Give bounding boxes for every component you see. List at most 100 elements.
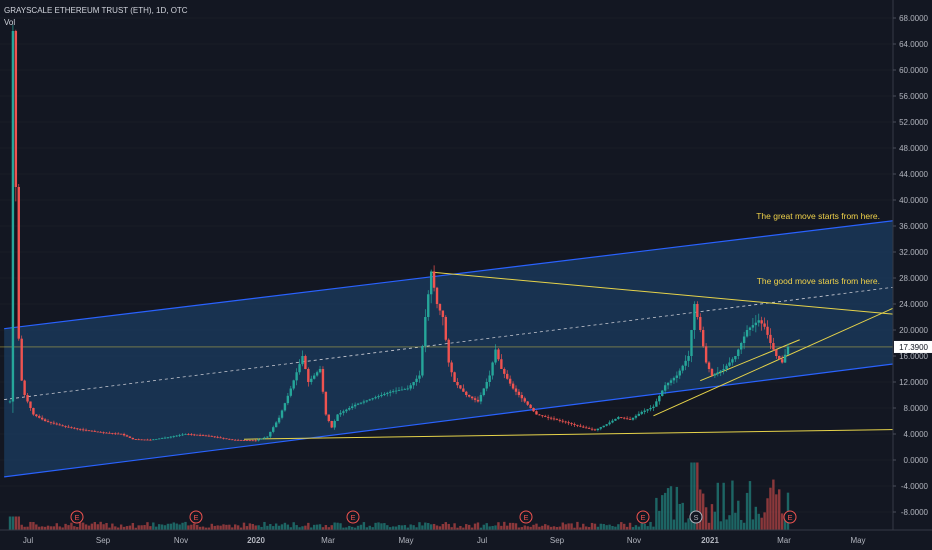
volume-bar: [418, 522, 421, 530]
candle-body: [716, 372, 720, 374]
annotation-good-move: The good move starts from here.: [757, 276, 880, 286]
candle-body: [704, 346, 708, 363]
candle-body: [76, 428, 79, 430]
volume-bar: [190, 524, 193, 530]
candle-body: [146, 439, 149, 441]
candle-body: [87, 430, 91, 432]
volume-bar: [467, 524, 471, 530]
volume-bar: [389, 527, 392, 530]
volume-bar: [286, 524, 290, 530]
volume-bar: [462, 527, 465, 530]
volume-bar: [605, 525, 608, 530]
candlestick-series: [8, 24, 790, 442]
candle-body: [429, 271, 433, 295]
candle-body: [532, 408, 535, 412]
volume-bar: [731, 480, 734, 530]
volume-bar: [289, 527, 292, 530]
volume-bar: [67, 525, 70, 530]
candle-body: [424, 317, 427, 347]
y-axis[interactable]: 68.0000 64.0000 60.0000 56.0000 52.0000 48.00…: [892, 0, 932, 550]
volume-label: Vol: [4, 18, 16, 27]
y-tick-label: 48.0000: [899, 144, 928, 153]
volume-bar: [734, 512, 737, 530]
volume-bar: [511, 522, 515, 530]
candle-body: [453, 372, 456, 382]
volume-bar: [64, 523, 67, 530]
candle-body: [201, 435, 205, 437]
candle-body: [631, 417, 635, 420]
volume-bar: [20, 524, 23, 530]
volume-bar: [181, 522, 184, 530]
volume-bar: [775, 494, 778, 530]
volume-bar: [157, 524, 161, 530]
candle-body: [470, 396, 474, 399]
candle-body: [93, 431, 97, 432]
volume-bar: [140, 525, 143, 530]
volume-bar: [429, 524, 433, 530]
candle-body: [40, 417, 44, 420]
volume-bar: [102, 524, 105, 530]
candle-body: [280, 410, 284, 418]
volume-bar: [611, 525, 614, 530]
volume-bar: [76, 526, 79, 530]
candle-body: [17, 187, 20, 339]
volume-bar: [435, 525, 439, 530]
volume-bar: [710, 504, 714, 530]
candle-body: [269, 431, 272, 437]
x-tick-label: Mar: [777, 536, 791, 545]
event-marker-circle: [636, 510, 650, 524]
candle-body: [690, 330, 693, 356]
candle-body: [511, 383, 515, 389]
y-tick-label: 32.0000: [899, 248, 928, 257]
candle-body: [117, 433, 120, 435]
event-marker-circle: [519, 510, 533, 524]
x-tick-label: Nov: [627, 536, 641, 545]
volume-bar: [722, 482, 725, 530]
candle-body: [620, 417, 623, 418]
volume-bar: [783, 517, 787, 530]
candle-body: [99, 431, 102, 433]
candle-body: [663, 385, 667, 391]
candle-body: [646, 409, 649, 411]
y-tick-label: 20.0000: [899, 326, 928, 335]
volume-bar: [725, 519, 728, 530]
candle-body: [152, 439, 155, 441]
last-price-marker: 17.3900: [894, 340, 932, 353]
y-tick-label: 44.0000: [899, 170, 928, 179]
candle-body: [400, 389, 404, 391]
candle-body: [380, 395, 383, 397]
volume-bar: [427, 523, 430, 530]
volume-bar: [380, 523, 383, 530]
candle-body: [625, 418, 629, 420]
volume-bar: [602, 524, 605, 530]
volume-bar: [473, 523, 477, 530]
y-tick-label: 56.0000: [899, 92, 928, 101]
volume-bar: [301, 526, 304, 530]
volume-bar: [280, 524, 284, 530]
volume-bar: [99, 521, 102, 530]
split-event-marker: S: [693, 513, 698, 522]
candle-body: [111, 433, 114, 434]
candle-body: [181, 434, 184, 436]
candle-body: [678, 370, 681, 376]
candle-body: [763, 323, 766, 327]
candle-body: [555, 419, 559, 421]
volume-bar: [456, 527, 459, 530]
x-axis[interactable]: Jul Sep Nov 2020 Mar May Jul Sep Nov 2021 Mar May: [0, 529, 932, 550]
candle-body: [304, 356, 307, 369]
volume-bar: [146, 522, 149, 530]
candle-body: [283, 403, 287, 411]
candle-body: [397, 390, 401, 391]
volume-bar: [541, 525, 544, 530]
volume-bar: [266, 525, 269, 530]
candle-body: [447, 339, 450, 363]
volume-bar: [32, 522, 35, 530]
candle-body: [760, 320, 763, 324]
candle-body: [441, 310, 445, 317]
candle-body: [552, 418, 556, 420]
candle-body: [584, 427, 588, 429]
annotation-great-move: The great move starts from here.: [756, 211, 880, 221]
candle-body: [567, 422, 570, 424]
candle-body: [166, 437, 170, 439]
